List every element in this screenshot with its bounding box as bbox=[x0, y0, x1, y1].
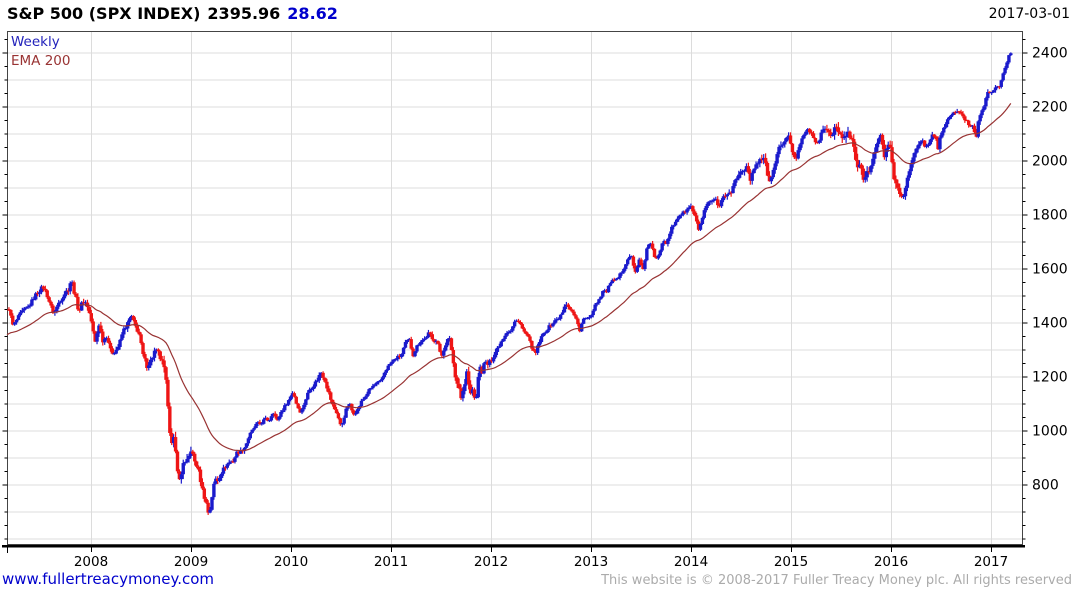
y-axis-label: 1400 bbox=[1032, 316, 1068, 332]
x-axis-label: 2008 bbox=[74, 554, 108, 570]
weekly-bars bbox=[7, 52, 1013, 515]
x-axis-label: 2016 bbox=[874, 554, 908, 570]
x-axis-label: 2014 bbox=[674, 554, 708, 570]
x-axis-label: 2010 bbox=[274, 554, 308, 570]
price-change: 28.62 bbox=[287, 4, 338, 23]
axes: 800 1000 1200 1400 1600 1800 2000 2200 2400 2008 2… bbox=[2, 31, 1068, 570]
ema-line bbox=[6, 103, 1012, 452]
legend-item-weekly: Weekly bbox=[11, 34, 60, 50]
chart-legend: Weekly EMA 200 bbox=[11, 33, 70, 71]
y-axis-label: 1600 bbox=[1032, 262, 1068, 278]
x-axis-label: 2011 bbox=[374, 554, 408, 570]
grid bbox=[7, 31, 1022, 544]
website-link[interactable]: www.fullertreacymoney.com bbox=[2, 570, 215, 588]
instrument-name: S&P 500 (SPX INDEX) bbox=[7, 4, 201, 23]
y-axis-label: 2000 bbox=[1032, 154, 1068, 170]
x-axis-label: 2012 bbox=[474, 554, 508, 570]
x-axis-label: 2013 bbox=[574, 554, 608, 570]
last-price: 2395.96 bbox=[207, 4, 281, 23]
copyright-text: This website is © 2008-2017 Fuller Treac… bbox=[601, 573, 1072, 588]
y-axis-label: 1800 bbox=[1032, 208, 1068, 224]
chart-title: S&P 500 (SPX INDEX) 2395.96 28.62 bbox=[7, 4, 338, 23]
y-axis-label: 800 bbox=[1032, 478, 1059, 494]
x-axis-label: 2009 bbox=[174, 554, 208, 570]
y-axis-label: 2200 bbox=[1032, 100, 1068, 116]
plot-border bbox=[7, 31, 1023, 545]
y-axis-label: 1200 bbox=[1032, 370, 1068, 386]
x-axis-label: 2015 bbox=[774, 554, 808, 570]
x-axis-label: 2017 bbox=[974, 554, 1008, 570]
chart-date: 2017-03-01 bbox=[988, 6, 1070, 22]
y-axis-label: 1000 bbox=[1032, 424, 1068, 440]
legend-item-ema200: EMA 200 bbox=[11, 53, 71, 69]
y-axis-label: 2400 bbox=[1032, 46, 1068, 62]
